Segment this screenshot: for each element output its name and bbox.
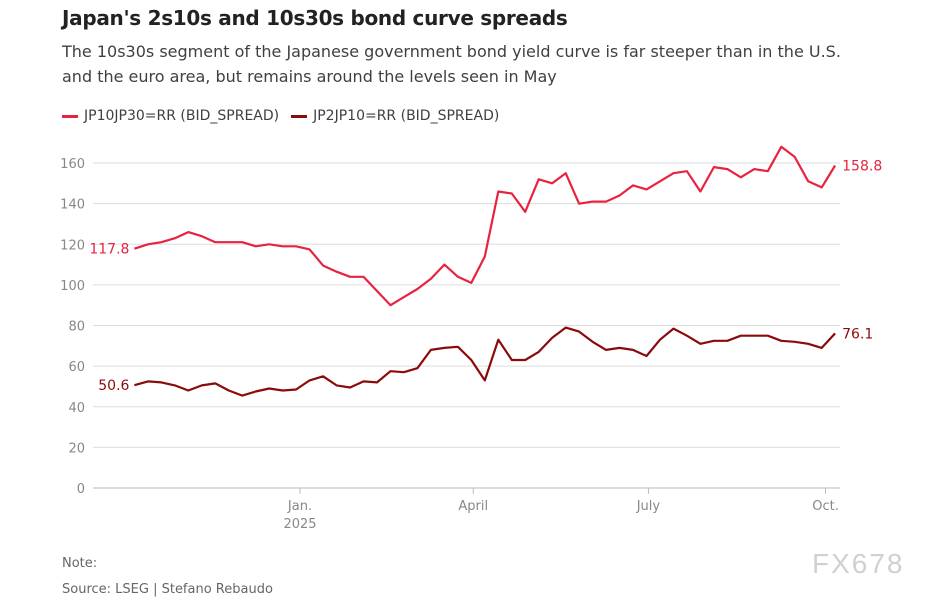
chart-subtitle: The 10s30s segment of the Japanese gover… — [62, 42, 841, 86]
y-tick-label: 40 — [68, 401, 85, 416]
last-value-label: 158.8 — [842, 158, 882, 174]
y-tick-label: 100 — [60, 279, 85, 294]
watermark: FX678 — [812, 548, 905, 579]
y-tick-label: 20 — [68, 441, 85, 456]
legend-item-2s10s: JP2JP10=RR (BID_SPREAD) — [291, 108, 499, 124]
last-value-label: 76.1 — [842, 326, 873, 342]
y-tick-label: 60 — [68, 360, 85, 375]
series-line-0 — [134, 145, 837, 307]
legend: JP10JP30=RR (BID_SPREAD) JP2JP10=RR (BID… — [62, 108, 499, 124]
y-tick-label: 160 — [60, 157, 85, 172]
legend-swatch — [291, 114, 308, 118]
x-tick-label: April — [458, 499, 488, 514]
source: Source: LSEG | Stefano Rebaudo — [62, 582, 273, 597]
chart-title: Japan's 2s10s and 10s30s bond curve spre… — [62, 6, 568, 30]
y-tick-label: 0 — [77, 482, 85, 497]
legend-swatch — [62, 114, 78, 118]
legend-label: JP10JP30=RR (BID_SPREAD) — [84, 108, 280, 124]
x-tick-label: July — [636, 499, 661, 514]
legend-label: JP2JP10=RR (BID_SPREAD) — [313, 108, 500, 124]
x-tick-label: Oct. — [812, 499, 839, 514]
y-tick-label: 140 — [60, 198, 85, 213]
y-tick-label: 80 — [68, 320, 85, 335]
first-value-label: 117.8 — [89, 242, 129, 258]
series-line-1 — [134, 326, 836, 397]
first-value-label: 50.6 — [98, 378, 129, 394]
note: Note: — [62, 556, 98, 571]
x-tick-sublabel: 2025 — [283, 517, 316, 532]
x-tick-label: Jan. — [287, 499, 312, 514]
y-tick-label: 120 — [60, 238, 85, 253]
legend-item-10s30s: JP10JP30=RR (BID_SPREAD) — [62, 108, 279, 124]
